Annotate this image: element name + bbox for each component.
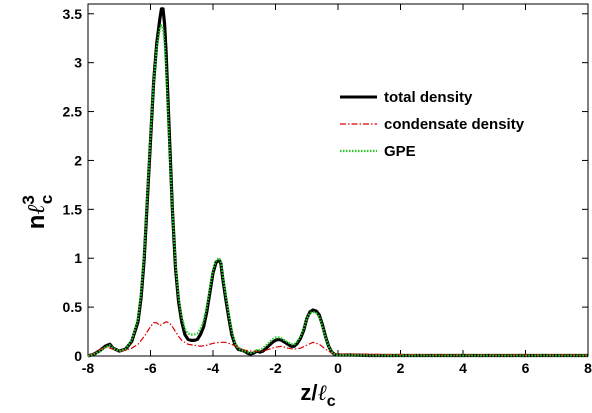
legend-label-total-density: total density (384, 89, 473, 106)
y-tick-labels: 0 0.5 1 1.5 2 2.5 3 3.5 (63, 6, 83, 364)
legend-label-condensate-density: condensate density (384, 116, 525, 133)
x-tick-label: 8 (584, 360, 592, 376)
x-tick-labels: -8 -6 -4 -2 0 2 4 6 8 (82, 360, 592, 376)
x-axis-title-main: z/ (300, 380, 317, 405)
y-axis-title-sup: 3 (19, 195, 38, 204)
x-tick-label: -6 (144, 360, 157, 376)
x-tick-label: 0 (334, 360, 342, 376)
x-axis-title-ell: ℓ (318, 381, 328, 406)
y-tick-label: 1 (74, 250, 82, 266)
series-line-condensate-density (87, 321, 588, 357)
series-layer (87, 7, 588, 358)
y-tick-label: 2 (74, 152, 82, 168)
x-tick-label: -2 (269, 360, 282, 376)
x-tick-label: -8 (82, 360, 95, 376)
legend: total density condensate density GPE (340, 89, 525, 160)
x-axis-title: z/ℓc (300, 380, 335, 410)
y-tick-label: 0 (74, 348, 82, 364)
y-tick-label: 3.5 (63, 6, 83, 22)
x-tick-label: 6 (522, 360, 530, 376)
y-axis-title-sub: c (37, 195, 56, 204)
x-axis-title-sub: c (327, 393, 336, 410)
x-tick-label: -4 (207, 360, 220, 376)
y-axis-title-main: n (23, 215, 50, 230)
axis-ticks (87, 4, 589, 357)
legend-label-gpe: GPE (384, 143, 416, 160)
y-tick-label: 2.5 (63, 104, 83, 120)
plot-area-border (87, 3, 589, 357)
plot-frame (87, 3, 589, 357)
y-axis-title-ell: ℓ (22, 205, 50, 215)
y-tick-label: 3 (74, 55, 82, 71)
series-line-GPE (87, 24, 588, 358)
x-tick-label: 2 (397, 360, 405, 376)
y-tick-label: 0.5 (63, 299, 83, 315)
x-tick-label: 4 (459, 360, 467, 376)
y-tick-label: 1.5 (63, 201, 83, 217)
y-axis-title: nℓ3c (19, 195, 56, 230)
